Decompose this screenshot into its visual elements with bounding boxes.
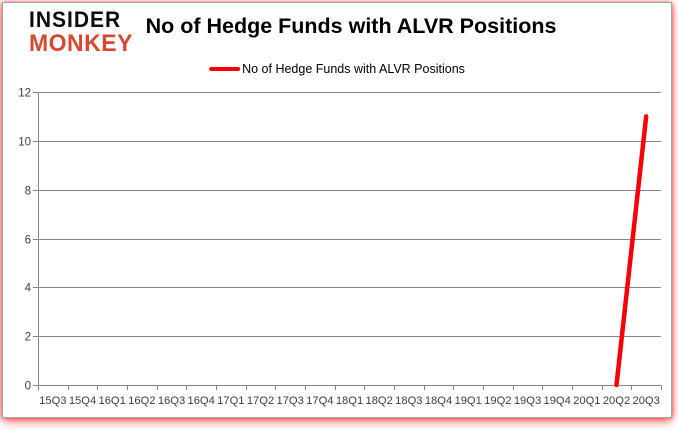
y-tick-label: 4 [25,283,32,295]
x-tick-label: 16Q2 [128,395,155,407]
x-tick-label: 17Q4 [306,395,333,407]
x-tick-label: 18Q1 [336,395,363,407]
x-tick-label: 17Q2 [247,395,274,407]
data-line [614,114,649,388]
y-tick-label: 2 [25,332,31,344]
logo-line-monkey: MONKEY [29,28,133,57]
x-tick-label: 16Q4 [187,395,214,407]
x-tick-label: 19Q4 [543,395,570,407]
x-tick-label: 20Q1 [573,395,600,407]
x-tick-label: 17Q3 [276,395,303,407]
insider-monkey-logo: INSIDER MONKEY [29,7,133,57]
x-tick-label: 20Q3 [632,395,659,407]
y-tick-label: 8 [25,186,31,198]
x-tick-label: 18Q2 [365,395,392,407]
x-tick-label: 15Q3 [39,395,66,407]
y-tick-label: 10 [18,137,31,149]
legend: No of Hedge Funds with ALVR Positions [209,62,465,76]
chart-title: No of Hedge Funds with ALVR Positions [145,14,557,38]
legend-line-swatch [209,67,241,71]
y-tick-label: 6 [25,235,31,247]
logo-line-insider: INSIDER [29,7,122,33]
y-tick-label: 0 [25,381,31,393]
chart-frame: INSIDER MONKEY No of Hedge Funds with AL… [2,2,672,418]
x-tick-label: 19Q2 [484,395,511,407]
x-tick-label: 20Q2 [603,395,630,407]
x-tick-label: 15Q4 [69,395,96,407]
x-tick-label: 19Q1 [454,395,481,407]
x-tick-label: 16Q3 [158,395,185,407]
x-tick-label: 18Q3 [395,395,422,407]
y-tick-label: 12 [18,88,31,100]
x-tick-label: 16Q1 [98,395,125,407]
x-tick-label: 19Q3 [514,395,541,407]
x-tick-label: 17Q1 [217,395,244,407]
legend-label: No of Hedge Funds with ALVR Positions [242,62,465,76]
x-tick-label: 18Q4 [425,395,452,407]
